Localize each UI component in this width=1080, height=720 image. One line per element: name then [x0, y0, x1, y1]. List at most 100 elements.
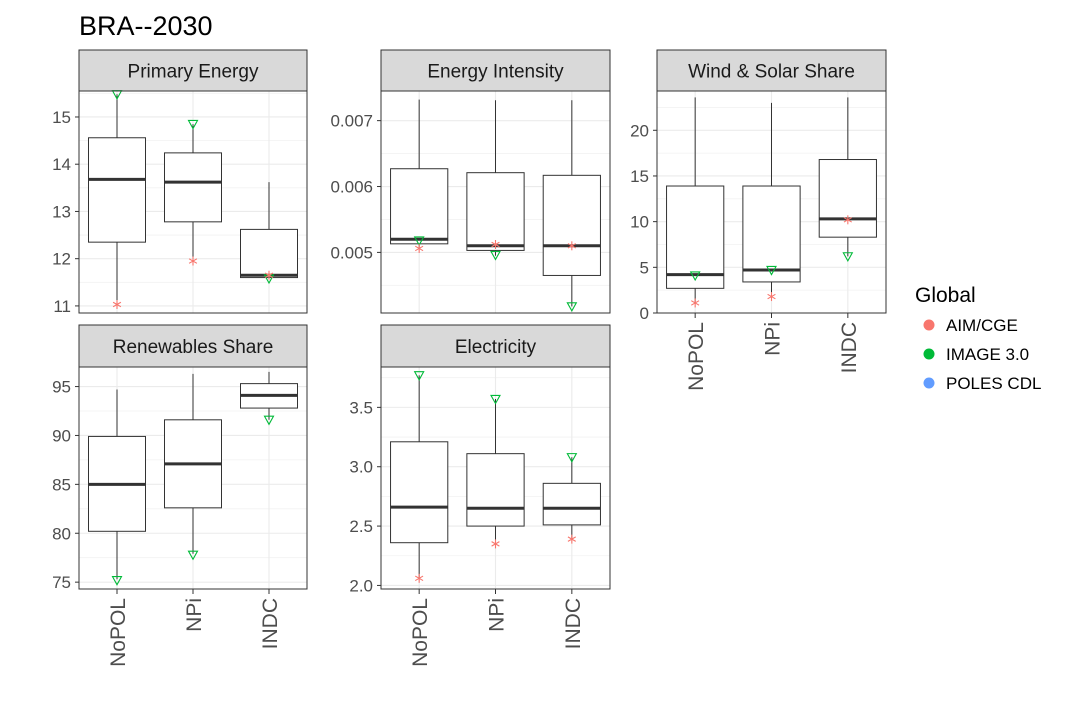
data-point-image-3-0-npi [766, 265, 777, 276]
legend-label-poles-cdl: POLES CDL [946, 374, 1041, 393]
panel-energy-intensity: Energy Intensity 0.005 0.006 0.007 [330, 49, 611, 314]
x-tick-label-indc: INDC [562, 598, 585, 649]
box-npi [164, 124, 222, 263]
y-tick-label: 13 [52, 202, 71, 221]
panel-primary-energy: Primary Energy 11 12 13 14 15 [52, 49, 308, 316]
box-nopol [88, 94, 146, 306]
y-tick-label: 0 [640, 304, 649, 323]
legend-key-image-3-0 [923, 348, 935, 360]
y-tick-label: 80 [52, 524, 71, 543]
box-body [818, 159, 877, 238]
facet-strip [78, 49, 308, 92]
data-point-aim-cge-npi [491, 539, 500, 549]
y-tick-label: 2.0 [349, 576, 373, 595]
data-point-aim-cge-npi [767, 292, 776, 302]
y-tick-label: 0.007 [330, 112, 373, 131]
legend-title: Global [915, 284, 976, 307]
x-tick-label-npi: NPi [762, 322, 785, 356]
data-point-image-3-0-nopol [413, 371, 425, 381]
asterisk-stroke [414, 575, 424, 582]
data-point-image-3-0-nopol [111, 576, 123, 586]
x-tick-label-indc: INDC [838, 322, 861, 373]
data-point-aim-cge-nopol [414, 573, 424, 583]
data-point-image-3-0-nopol [689, 271, 701, 282]
box-body [466, 453, 525, 527]
y-tick-label: 95 [52, 378, 71, 397]
panel-border [380, 90, 611, 314]
y-tick-label: 5 [640, 258, 649, 277]
box-nopol [88, 389, 146, 580]
box-indc [240, 371, 298, 420]
data-point-aim-cge-indc [843, 215, 853, 225]
facet-strip-label: Electricity [455, 337, 537, 358]
y-tick-label: 0.005 [330, 243, 373, 262]
legend: Global AIM/CGE IMAGE 3.0 POLES CDL [915, 284, 1041, 393]
box-body [88, 137, 146, 243]
legend-label-aim-cge: AIM/CGE [946, 316, 1018, 335]
box-body [542, 482, 601, 526]
box-body [164, 152, 222, 223]
box-indc [542, 457, 601, 540]
y-tick-label: 14 [52, 155, 71, 174]
y-tick-label: 75 [52, 573, 71, 592]
data-point-image-3-0-indc [566, 453, 578, 463]
facet-strip [380, 324, 611, 368]
box-npi [466, 399, 525, 544]
data-point-aim-cge-indc [567, 534, 577, 544]
box-nopol [666, 97, 725, 303]
box-nopol [390, 375, 449, 579]
y-tick-label: 0.006 [330, 178, 373, 197]
data-point-image-3-0-npi [187, 550, 199, 561]
asterisk-stroke [843, 217, 853, 223]
panel-border [78, 90, 308, 314]
facet-strip-label: Wind & Solar Share [688, 62, 855, 83]
box-nopol [390, 99, 449, 250]
data-point-aim-cge-nopol [690, 298, 700, 308]
data-point-aim-cge-nopol [414, 243, 424, 253]
y-tick-label: 20 [630, 121, 649, 140]
x-tick-label-npi: NPi [486, 598, 509, 632]
box-body [542, 174, 601, 276]
y-tick-label: 3.5 [349, 398, 373, 417]
y-tick-label: 11 [53, 297, 71, 316]
legend-label-image-3-0: IMAGE 3.0 [946, 345, 1029, 364]
x-tick-label-nopol: NoPOL [409, 598, 432, 667]
y-tick-label: 3.0 [349, 458, 373, 477]
asterisk-stroke [567, 536, 577, 542]
y-tick-label: 15 [52, 108, 71, 127]
x-tick-label-indc: INDC [259, 598, 282, 649]
data-point-aim-cge-npi [491, 239, 500, 249]
box-indc [542, 100, 601, 307]
y-tick-label: 2.5 [349, 517, 373, 536]
facet-strip-label: Renewables Share [113, 337, 274, 358]
data-point-image-3-0-indc [566, 302, 578, 313]
y-tick-label: 10 [630, 213, 649, 232]
box-body [666, 185, 725, 289]
facet-strip [380, 49, 611, 92]
asterisk-stroke [112, 301, 122, 308]
asterisk-stroke [188, 258, 198, 264]
facet-strip [656, 49, 887, 92]
box-body [240, 228, 298, 279]
legend-key-poles-cdl [923, 377, 935, 389]
data-point-aim-cge-npi [188, 256, 198, 266]
x-tick-label-nopol: NoPOL [107, 598, 130, 667]
legend-key-aim-cge [923, 319, 935, 331]
box-body [742, 185, 801, 283]
facet-strip-label: Energy Intensity [427, 62, 564, 83]
box-body [390, 168, 449, 245]
y-tick-label: 12 [52, 250, 71, 269]
asterisk-stroke [491, 241, 500, 248]
asterisk-stroke [567, 243, 577, 249]
y-tick-label: 85 [52, 475, 71, 494]
asterisk-stroke [414, 245, 424, 252]
box-npi [164, 373, 222, 554]
x-tick-label-nopol: NoPOL [685, 322, 708, 391]
box-body [466, 172, 525, 251]
data-point-image-3-0-nopol [413, 236, 425, 247]
data-point-aim-cge-indc [264, 270, 274, 280]
asterisk-stroke [767, 293, 776, 300]
data-point-image-3-0-npi [187, 119, 199, 130]
data-point-image-3-0-indc [842, 252, 854, 262]
